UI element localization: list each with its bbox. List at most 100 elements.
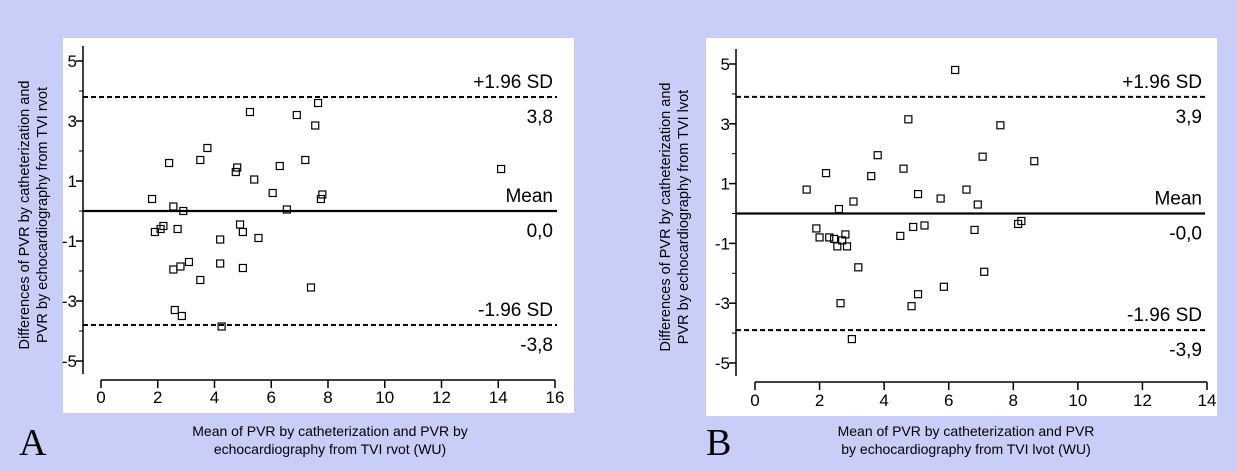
- reference-line-value: -3,8: [520, 335, 553, 356]
- x-tick-label: 14: [1198, 391, 1217, 410]
- data-point: [275, 161, 284, 171]
- data-point: [179, 206, 188, 216]
- data-point: [913, 189, 923, 199]
- x-tick-label: 4: [879, 391, 888, 410]
- data-point: [962, 185, 971, 194]
- data-point: [250, 175, 259, 184]
- reference-line-value: -3,9: [1169, 340, 1202, 361]
- reference-line-value: 3,9: [1176, 107, 1202, 128]
- x-tick-label: 6: [267, 388, 276, 407]
- reference-line-name: -1.96 SD: [478, 300, 553, 321]
- data-point: [316, 194, 326, 204]
- y-tick-label: 1: [68, 172, 77, 191]
- x-axis-label-line-1: Mean of PVR by catheterization and PVR: [837, 423, 1095, 439]
- data-point: [834, 204, 844, 214]
- data-point: [245, 107, 255, 117]
- data-point: [147, 194, 157, 204]
- x-tick-label: 10: [375, 388, 394, 407]
- y-tick-label: -5: [62, 352, 77, 371]
- x-axis-label-line-2: echocardiography from TVI rvot (WU): [213, 441, 447, 457]
- data-point: [292, 110, 301, 120]
- data-point: [268, 188, 277, 198]
- x-tick-label: 12: [1133, 391, 1152, 410]
- x-tick-label: 8: [323, 388, 332, 407]
- y-tick-label: -5: [715, 354, 730, 373]
- y-tick-label: -3: [62, 292, 77, 311]
- data-point: [496, 164, 506, 174]
- data-point: [184, 257, 194, 267]
- x-tick-label: 0: [750, 391, 759, 410]
- panel-b: 0 2 4 6 8 10 12 14 -5 -3 -1 1 3 5 +1.96 SD 3,9 Mean -0,0 -…: [636, 0, 1237, 471]
- data-point: [313, 98, 323, 108]
- bland-altman-plot-b: 0 2 4 6 8 10 12 14 -5 -3 -1 1 3 5 +1.96 SD 3,9 Mean -0,0 -…: [715, 49, 1217, 410]
- x-tick-label: 0: [96, 388, 105, 407]
- y-tick-label: -1: [715, 234, 730, 253]
- y-axis-label-line-1: Differences of PVR by catheterization an…: [17, 80, 33, 350]
- data-point: [301, 155, 310, 165]
- y-tick-label: 3: [721, 115, 730, 134]
- panel-a: 0 2 4 6 8 10 12 14 16 -5 -3 -1 1 3 5 +1.96 SD 3,8 Mean 0,0…: [0, 0, 600, 471]
- data-point: [203, 143, 212, 153]
- y-tick-label: 1: [721, 175, 730, 194]
- data-point: [849, 197, 858, 206]
- data-point: [854, 263, 863, 272]
- reference-line-name: Mean: [1154, 189, 1202, 210]
- data-point: [802, 185, 811, 194]
- data-point: [306, 283, 316, 292]
- data-point: [196, 275, 205, 285]
- data-point: [936, 194, 945, 203]
- plot-background: [63, 38, 574, 413]
- x-axis-label-line-1: Mean of PVR by catheterization and PVR b…: [192, 423, 468, 439]
- x-tick-label: 8: [1009, 391, 1018, 410]
- y-tick-label: -1: [62, 232, 77, 251]
- data-point: [996, 121, 1005, 130]
- reference-line-name: -1.96 SD: [1127, 305, 1202, 326]
- panel-letter-a: A: [19, 422, 47, 464]
- panel-letter-b: B: [706, 422, 732, 464]
- data-point: [238, 227, 247, 237]
- data-point: [173, 224, 182, 234]
- reference-line-name: Mean: [505, 186, 553, 207]
- data-point: [815, 233, 824, 242]
- bland-altman-plot-a: 0 2 4 6 8 10 12 14 16 -5 -3 -1 1 3 5 +1.96 SD 3,8 Mean 0,0…: [62, 46, 564, 407]
- data-point: [235, 220, 245, 229]
- x-tick-label: 6: [944, 391, 953, 410]
- data-point: [842, 242, 852, 251]
- x-axis-label-b: Mean of PVR by catheterization and PVR b…: [746, 422, 1186, 458]
- data-point: [318, 190, 327, 199]
- data-point: [165, 158, 174, 168]
- reference-line-name: +1.96 SD: [1122, 72, 1202, 93]
- x-axis-label-a: Mean of PVR by catheterization and PVR b…: [110, 422, 550, 458]
- data-point: [1030, 157, 1039, 166]
- data-point: [896, 231, 905, 241]
- y-axis-label-a: Differences of PVR by catheterization an…: [16, 25, 52, 405]
- plot-background: [706, 38, 1217, 416]
- y-axis-label-b: Differences of PVR by catheterization an…: [657, 27, 693, 407]
- data-point: [825, 233, 834, 242]
- data-point: [196, 155, 205, 165]
- x-tick-label: 10: [1068, 391, 1087, 410]
- data-point: [311, 121, 320, 130]
- x-tick-label: 4: [210, 388, 219, 407]
- data-point: [973, 200, 982, 209]
- data-point: [159, 221, 168, 231]
- data-point: [282, 205, 291, 214]
- data-point: [821, 169, 831, 178]
- data-point: [867, 172, 876, 181]
- x-tick-label: 12: [432, 388, 451, 407]
- data-point: [812, 224, 821, 233]
- data-point: [909, 222, 918, 232]
- data-point: [847, 334, 856, 344]
- data-point: [217, 322, 226, 331]
- data-point: [836, 299, 845, 308]
- data-point: [169, 265, 178, 274]
- x-tick-label: 14: [489, 388, 508, 407]
- data-point: [841, 230, 850, 239]
- chart-group: 0 2 4 6 8 10 12 14 -5 -3 -1 1 3 5 +1.96 SD 3,9 Mean -0,0 -…: [715, 49, 1217, 410]
- data-point: [177, 311, 186, 321]
- data-point: [920, 221, 929, 230]
- data-point: [254, 233, 263, 243]
- data-point: [939, 282, 948, 291]
- data-point: [833, 242, 842, 251]
- data-point: [907, 302, 916, 311]
